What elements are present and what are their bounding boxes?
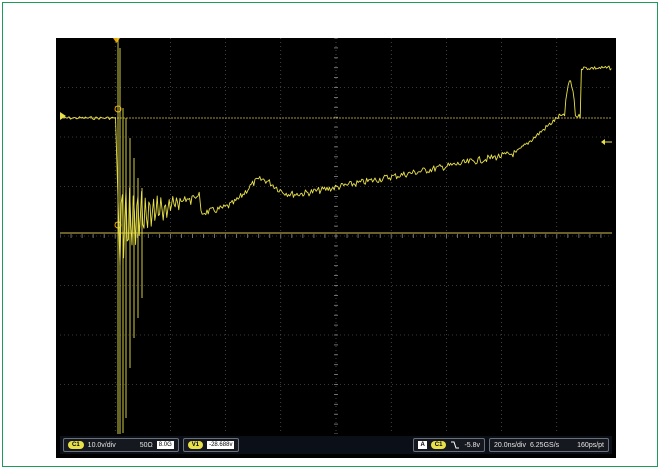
trigger-position-marker[interactable] [113,38,120,43]
cursor-badge: V1 [187,441,204,449]
waveform-screen[interactable] [60,38,612,434]
falling-edge-icon [450,441,460,449]
center-axis-ticks [60,38,602,434]
impedance: 50Ω [139,441,153,449]
waveform-plot[interactable] [60,38,612,434]
trigger-mode-badge: A [418,441,427,449]
oscilloscope-display: C1 10.0v/div 50Ω 8.0G V1 -28.688v A C1 -… [56,38,616,458]
horizontal-scale: 20.0ns/div [494,441,526,449]
channel-badge: C1 [68,441,84,449]
trigger-channel-badge: C1 [430,441,447,449]
trigger-level-marker[interactable] [601,139,612,145]
trigger-ringing-spikes [117,38,143,434]
record-resolution: 160ps/pt [577,441,604,449]
status-bar: C1 10.0v/div 50Ω 8.0G V1 -28.688v A C1 -… [60,436,612,454]
channel-1-trace [60,65,612,265]
figure-frame: C1 10.0v/div 50Ω 8.0G V1 -28.688v A C1 -… [2,2,658,467]
channel-ground-marker[interactable] [60,112,66,120]
bandwidth-limit: 8.0G [156,441,174,449]
vertical-scale: 10.0v/div [87,441,116,449]
cursor-value: -28.688v [207,441,235,449]
trigger-level: -5.8v [464,441,481,449]
channel-settings-panel[interactable]: C1 10.0v/div 50Ω 8.0G [63,438,179,452]
timebase-panel[interactable]: 20.0ns/div 6.25GS/s 160ps/pt [489,438,609,452]
sample-rate: 6.25GS/s [529,441,560,449]
trigger-settings-panel[interactable]: A C1 -5.8v [413,438,486,452]
cursor-readout-panel[interactable]: V1 -28.688v [182,438,240,452]
